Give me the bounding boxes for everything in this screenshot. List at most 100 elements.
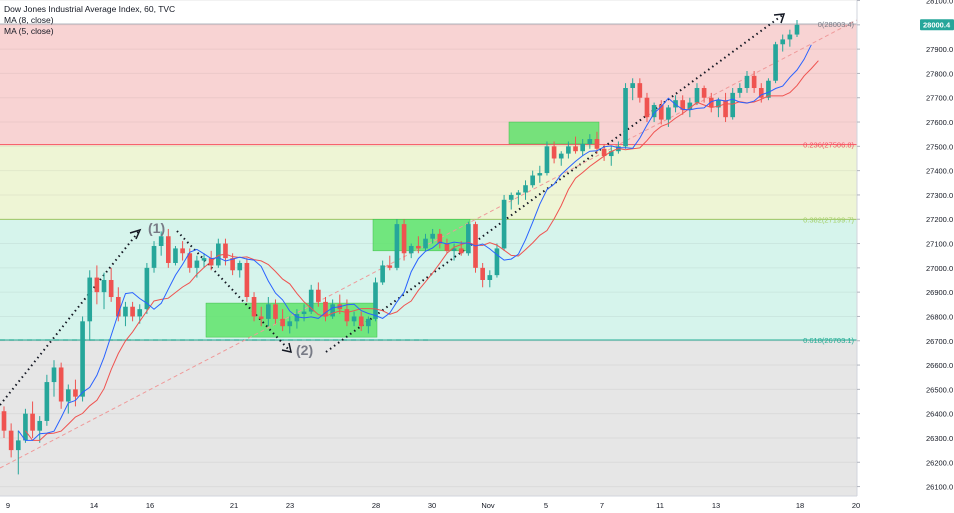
x-tick-label: 14 bbox=[90, 501, 98, 510]
candle-body bbox=[508, 194, 514, 200]
candle-body bbox=[323, 301, 328, 317]
candle-body bbox=[80, 321, 85, 397]
candle-body bbox=[444, 243, 450, 251]
trend-lines bbox=[0, 13, 858, 469]
x-tick-label: 18 bbox=[796, 501, 804, 510]
wave-labels: (1) (2) bbox=[148, 220, 313, 358]
consolidation-zone bbox=[508, 121, 600, 145]
fib-label: 0.382(27199.7) bbox=[803, 215, 854, 224]
symbol-title[interactable]: Dow Jones Industrial Average Index, 60, … bbox=[4, 4, 176, 14]
y-tick-label: 26400.0 bbox=[926, 410, 953, 419]
candle-body bbox=[58, 367, 64, 402]
candle-body bbox=[773, 44, 778, 81]
candle-body bbox=[766, 80, 771, 98]
time-axis[interactable]: 9 14 16 21 23 28 30 Nov 5 7 11 13 18 20 bbox=[0, 495, 954, 513]
candle-body bbox=[716, 100, 721, 108]
candle-body bbox=[416, 245, 421, 249]
time-axis-bg bbox=[0, 496, 954, 513]
candle-body bbox=[744, 75, 750, 89]
candle-body bbox=[308, 289, 314, 312]
y-tick-label: 26600.0 bbox=[926, 361, 953, 370]
last-price-badge: 28000.4 bbox=[920, 19, 954, 31]
candle-body bbox=[544, 146, 550, 174]
x-tick-label: 13 bbox=[712, 501, 720, 510]
candle-body bbox=[437, 233, 443, 244]
candle-body bbox=[694, 88, 700, 103]
candle-body bbox=[637, 83, 643, 98]
candle-body bbox=[358, 316, 364, 327]
candle-body bbox=[680, 100, 686, 110]
candle-body bbox=[201, 258, 207, 261]
y-tick-label: 27800.0 bbox=[926, 69, 953, 78]
y-tick-label: 26500.0 bbox=[926, 385, 953, 394]
fib-band bbox=[0, 144, 857, 220]
candle-body bbox=[65, 389, 71, 402]
candle-body bbox=[137, 309, 143, 317]
candle-body bbox=[587, 139, 593, 144]
candle-body bbox=[366, 318, 371, 327]
candle-body bbox=[1, 411, 7, 431]
last-price: 28000.4 bbox=[923, 21, 951, 30]
y-tick-label: 27100.0 bbox=[926, 240, 953, 249]
y-tick-label: 27000.0 bbox=[926, 264, 953, 273]
candle-body bbox=[108, 279, 114, 298]
x-tick-label: 16 bbox=[146, 501, 154, 510]
candle-body bbox=[301, 311, 307, 315]
candle-body bbox=[8, 430, 14, 451]
candle-body bbox=[223, 243, 228, 259]
candle-body bbox=[730, 92, 736, 118]
candle-body bbox=[501, 199, 507, 249]
arrow-head bbox=[129, 228, 142, 240]
candle-body bbox=[701, 88, 707, 98]
candle-body bbox=[737, 88, 743, 93]
x-tick-label: 7 bbox=[600, 501, 604, 510]
candle-body bbox=[373, 282, 378, 319]
candle-body bbox=[387, 265, 393, 268]
candle-body bbox=[344, 309, 350, 322]
ma8-legend[interactable]: MA (8, close) bbox=[4, 15, 54, 25]
candle-body bbox=[101, 279, 107, 293]
candle-body bbox=[516, 192, 521, 195]
consolidation-zone bbox=[372, 218, 471, 252]
y-tick-label: 27300.0 bbox=[926, 191, 953, 200]
candle-body bbox=[558, 153, 564, 159]
candle-body bbox=[408, 245, 414, 254]
candle-body bbox=[180, 248, 185, 254]
candle-body bbox=[294, 314, 300, 322]
fibonacci-labels: 0(28003.4) 0.236(27506.8) 0.382(27199.7) 0.… bbox=[803, 20, 854, 345]
arrow-head bbox=[281, 342, 292, 353]
candle-body bbox=[394, 224, 400, 268]
candle-body bbox=[658, 105, 664, 120]
candle-body bbox=[644, 97, 650, 118]
candle-body bbox=[601, 148, 607, 157]
candle-body bbox=[287, 321, 293, 327]
y-tick-label: 27700.0 bbox=[926, 94, 953, 103]
y-tick-label: 27500.0 bbox=[926, 142, 953, 151]
candle-body bbox=[216, 243, 221, 266]
candle-body bbox=[165, 236, 171, 263]
y-tick-label: 26100.0 bbox=[926, 483, 953, 492]
chart-legend: Dow Jones Industrial Average Index, 60, … bbox=[4, 4, 175, 37]
candle-body bbox=[573, 146, 578, 152]
x-tick-label: Nov bbox=[481, 501, 495, 510]
price-axis[interactable]: 28100.028000.027900.027800.027700.027600… bbox=[856, 0, 954, 513]
candle-body bbox=[273, 304, 278, 319]
consolidation-zone bbox=[205, 302, 378, 338]
x-tick-label: 28 bbox=[372, 501, 380, 510]
candle-body bbox=[758, 88, 764, 98]
x-tick-label: 5 bbox=[544, 501, 548, 510]
candle-body bbox=[15, 440, 21, 451]
candle-body bbox=[280, 318, 285, 327]
fib-band bbox=[0, 24, 857, 145]
x-tick-label: 20 bbox=[852, 501, 860, 510]
y-tick-label: 27600.0 bbox=[926, 118, 953, 127]
candle-body bbox=[173, 248, 178, 263]
candle-body bbox=[266, 304, 271, 319]
candle-body bbox=[194, 260, 200, 268]
candle-body bbox=[94, 277, 100, 293]
candle-body bbox=[751, 75, 757, 89]
candle-body bbox=[480, 267, 485, 280]
candle-body bbox=[37, 420, 43, 431]
ma5-legend[interactable]: MA (5, close) bbox=[4, 26, 54, 36]
